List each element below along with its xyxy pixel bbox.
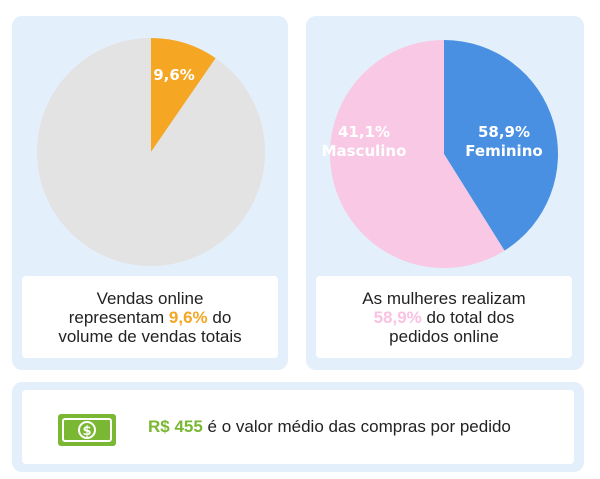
pie-slice-1 (329, 40, 505, 268)
money-icon: $ (58, 414, 116, 446)
female-share-highlight: 58,9% (373, 307, 422, 327)
average-order-value: R$ 455 (148, 417, 203, 436)
caption-line-1: As mulheres realizam (362, 288, 526, 308)
average-order-text: R$ 455 é o valor médio das compras por p… (148, 417, 511, 437)
online-sales-pie-chart: 9,6% (37, 38, 266, 266)
caption-line-2: representam 9,6% do (68, 307, 232, 327)
caption-line-3: volume de vendas totais (58, 326, 242, 346)
pie-slice-0 (444, 40, 558, 251)
gender-orders-panel: 41,1% Masculino 58,9% Feminino As mulheres … (306, 16, 584, 370)
online-share-highlight: 9,6% (168, 307, 208, 327)
pie-label-1-1: Feminino (465, 142, 542, 160)
pie-label-1-0: 58,9% (478, 123, 530, 141)
average-order-description: é o valor médio das compras por pedido (202, 417, 511, 436)
pie-slice-0 (151, 38, 216, 152)
caption-line-2: 58,9% do total dos (373, 307, 515, 327)
average-order-panel: $ R$ 455 é o valor médio das compras por… (12, 382, 584, 472)
online-sales-caption: Vendas online representam 9,6% do volume… (22, 276, 278, 358)
gender-pie-chart: 41,1%Masculino 58,9%Feminino (322, 40, 558, 268)
average-order-card: $ R$ 455 é o valor médio das compras por… (22, 390, 574, 464)
caption-line-3: pedidos online (389, 326, 499, 346)
caption-line-1: Vendas online (96, 288, 204, 308)
gender-caption: As mulheres realizam 58,9% do total dos … (316, 276, 572, 358)
online-sales-panel: 9,6% Vendas online representam 9,6% do v… (12, 16, 288, 370)
pie-label-0-0: 41,1% (338, 123, 390, 141)
money-icon-symbol: $ (82, 424, 91, 439)
pie-label-0-1: Masculino (322, 142, 407, 160)
pie-slice-1 (37, 38, 266, 266)
pie-label-0-0: 9,6% (153, 66, 195, 84)
